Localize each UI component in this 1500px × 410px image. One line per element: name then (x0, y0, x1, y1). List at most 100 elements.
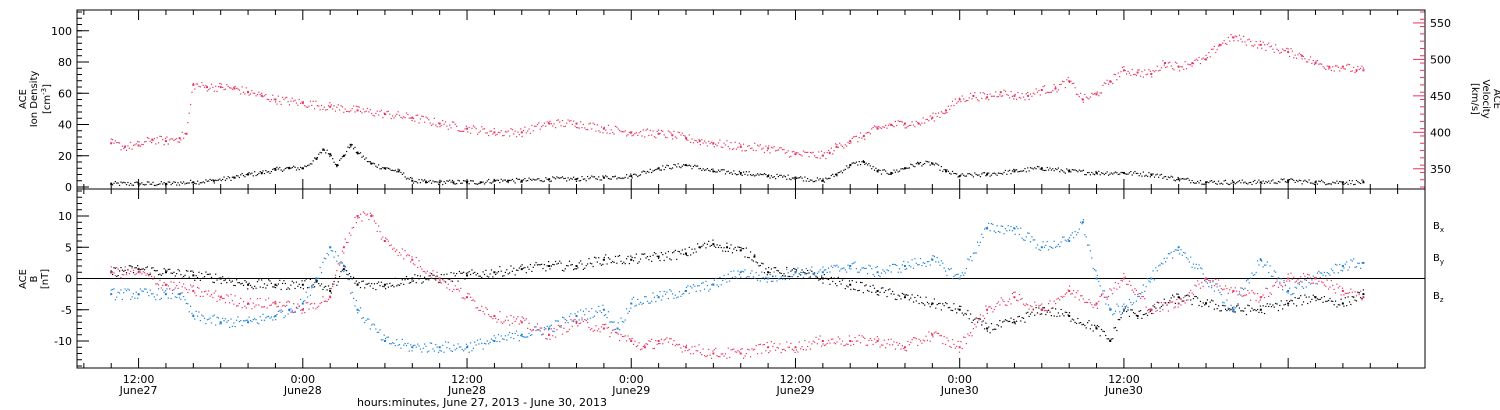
bz-sample (375, 222, 377, 224)
bx-sample (1204, 304, 1206, 306)
bz-sample (451, 290, 454, 293)
density-sample (560, 177, 562, 179)
bx-sample (313, 286, 316, 288)
by-sample (1166, 257, 1168, 259)
density-sample (191, 182, 193, 184)
bz-sample (717, 355, 720, 358)
bz-point (1040, 308, 1043, 311)
by-sample (350, 292, 352, 295)
bx-sample (924, 304, 926, 306)
velocity-sample (121, 145, 123, 147)
density-sample (1308, 179, 1310, 181)
velocity-sample (206, 90, 208, 92)
bz-sample (421, 268, 423, 270)
density-sample (809, 179, 812, 181)
density-sample (421, 179, 423, 181)
velocity-sample (520, 128, 522, 130)
velocity-sample (1254, 44, 1256, 46)
bx-sample (131, 266, 133, 268)
velocity-sample (1318, 63, 1320, 65)
bz-point (164, 283, 167, 286)
bz-sample (465, 296, 467, 298)
by-sample (1275, 271, 1277, 273)
by-sample (1088, 244, 1090, 246)
velocity-sample (1045, 92, 1047, 94)
velocity-sample (925, 118, 927, 120)
by-sample (584, 314, 586, 316)
bz-sample (407, 254, 409, 256)
bx-sample (660, 252, 663, 254)
by-sample (188, 311, 190, 313)
velocity-sample (383, 112, 385, 114)
density-sample (550, 180, 552, 182)
velocity-sample (318, 105, 320, 107)
density-sample (783, 175, 785, 177)
density-sample (777, 175, 780, 178)
by-sample (547, 329, 550, 331)
density-sample (584, 178, 586, 180)
density-sample (1034, 167, 1036, 169)
bz-sample (456, 288, 458, 290)
by-sample (933, 255, 936, 258)
bz-sample (937, 332, 940, 335)
density-sample (245, 173, 247, 176)
bz-sample (833, 342, 835, 344)
by-sample (311, 287, 313, 289)
velocity-sample (1301, 58, 1303, 60)
by-sample (745, 276, 747, 279)
density-sample (1170, 175, 1172, 177)
density-sample (210, 179, 213, 181)
by-sample (478, 343, 480, 345)
velocity-sample (403, 116, 405, 118)
velocity-point (821, 154, 824, 157)
density-sample (511, 178, 513, 181)
bz-sample (1029, 305, 1032, 307)
density-sample (756, 173, 759, 175)
bz-sample (649, 340, 651, 343)
bz-sample (761, 352, 763, 354)
density-sample (240, 174, 242, 176)
bx-sample (1131, 309, 1133, 311)
bz-sample (429, 272, 431, 274)
velocity-sample (411, 119, 413, 122)
velocity-sample (216, 90, 218, 93)
bx-sample (1305, 296, 1307, 298)
by-sample (522, 336, 525, 338)
bx-sample (1322, 301, 1324, 303)
bz-point (342, 246, 345, 249)
by-sample (134, 297, 136, 299)
density-sample (1187, 177, 1189, 180)
bx-sample (231, 280, 233, 282)
bx-sample (176, 273, 178, 275)
velocity-sample (982, 92, 984, 94)
velocity-sample (791, 151, 793, 153)
bz-sample (378, 225, 380, 227)
density-sample (861, 161, 863, 163)
bx-sample (727, 250, 729, 252)
bz-sample (422, 270, 424, 273)
density-sample (1022, 170, 1025, 172)
bx-sample (116, 275, 118, 278)
bz-sample (1127, 283, 1129, 285)
velocity-sample (1004, 90, 1007, 92)
velocity-point (520, 131, 523, 134)
by-sample (627, 312, 629, 314)
by-sample (1336, 264, 1338, 266)
by-sample (495, 337, 497, 339)
by-sample (330, 250, 332, 252)
bx-sample (667, 251, 669, 253)
velocity-sample (787, 150, 789, 152)
density-sample (1224, 179, 1227, 181)
density-sample (1002, 173, 1004, 175)
density-sample (971, 174, 973, 176)
bz-sample (1160, 301, 1163, 304)
velocity-sample (926, 118, 929, 121)
density-sample (121, 182, 123, 184)
velocity-sample (574, 125, 576, 127)
density-sample (454, 183, 456, 185)
bz-sample (234, 295, 236, 297)
by-sample (1282, 289, 1284, 291)
velocity-sample (1139, 75, 1142, 77)
velocity-sample (256, 93, 259, 96)
velocity-sample (641, 135, 643, 137)
